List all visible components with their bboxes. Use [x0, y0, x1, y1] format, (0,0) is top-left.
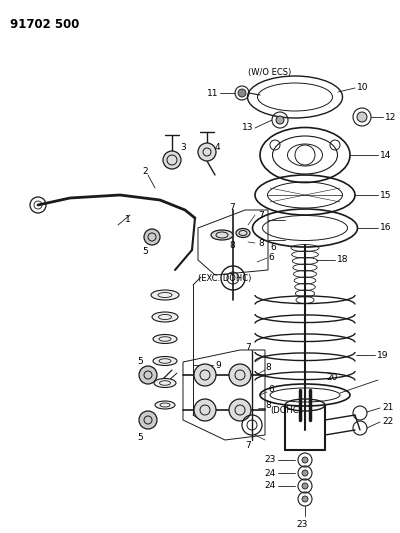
- Text: (EXC. DOHC): (EXC. DOHC): [198, 273, 251, 282]
- Circle shape: [194, 364, 216, 386]
- Circle shape: [302, 496, 308, 502]
- Text: 8: 8: [258, 238, 264, 247]
- Circle shape: [276, 116, 284, 124]
- Ellipse shape: [152, 312, 178, 322]
- Text: 4: 4: [215, 142, 221, 151]
- Text: 8: 8: [229, 240, 235, 249]
- Text: 1: 1: [125, 215, 131, 224]
- Text: 15: 15: [380, 190, 392, 199]
- Text: 10: 10: [357, 84, 368, 93]
- Circle shape: [302, 457, 308, 463]
- Ellipse shape: [151, 290, 179, 300]
- Text: 20: 20: [327, 374, 338, 383]
- Text: 7: 7: [229, 203, 235, 212]
- Circle shape: [302, 483, 308, 489]
- Text: 7: 7: [258, 211, 264, 220]
- Text: 9: 9: [215, 360, 221, 369]
- Text: 3: 3: [180, 143, 186, 152]
- Text: 7: 7: [245, 440, 251, 449]
- Text: 24: 24: [265, 469, 276, 478]
- Ellipse shape: [211, 230, 233, 240]
- Text: 8: 8: [265, 364, 271, 373]
- Text: 16: 16: [380, 223, 392, 232]
- Text: 5: 5: [137, 432, 143, 441]
- Ellipse shape: [155, 401, 175, 409]
- Text: 24: 24: [265, 481, 276, 490]
- Text: 6: 6: [270, 243, 276, 252]
- Text: 22: 22: [382, 417, 393, 426]
- Circle shape: [139, 411, 157, 429]
- Text: 21: 21: [382, 403, 393, 413]
- Text: 5: 5: [142, 247, 148, 256]
- Text: (W/O ECS): (W/O ECS): [248, 68, 291, 77]
- Text: 13: 13: [242, 124, 253, 133]
- Text: 91702 500: 91702 500: [10, 18, 79, 31]
- Circle shape: [238, 89, 246, 97]
- Circle shape: [229, 399, 251, 421]
- Text: 11: 11: [206, 88, 218, 98]
- Text: 18: 18: [337, 255, 348, 264]
- Ellipse shape: [153, 357, 177, 366]
- Ellipse shape: [153, 335, 177, 343]
- Circle shape: [198, 143, 216, 161]
- Text: 23: 23: [265, 456, 276, 464]
- Text: 6: 6: [268, 254, 274, 262]
- Text: (DOHC): (DOHC): [270, 406, 302, 415]
- Circle shape: [229, 364, 251, 386]
- Circle shape: [163, 151, 181, 169]
- Circle shape: [194, 399, 216, 421]
- Text: 8: 8: [265, 401, 271, 410]
- Text: 14: 14: [380, 150, 391, 159]
- Circle shape: [357, 112, 367, 122]
- Circle shape: [139, 366, 157, 384]
- Text: 23: 23: [296, 520, 308, 529]
- Ellipse shape: [236, 229, 250, 238]
- Circle shape: [144, 229, 160, 245]
- Text: 19: 19: [377, 351, 388, 359]
- Text: 6: 6: [268, 385, 274, 394]
- Circle shape: [302, 470, 308, 476]
- Text: 5: 5: [137, 358, 143, 367]
- Text: 2: 2: [142, 167, 148, 176]
- Text: 7: 7: [245, 343, 251, 352]
- Text: 12: 12: [385, 112, 396, 122]
- Ellipse shape: [154, 378, 176, 387]
